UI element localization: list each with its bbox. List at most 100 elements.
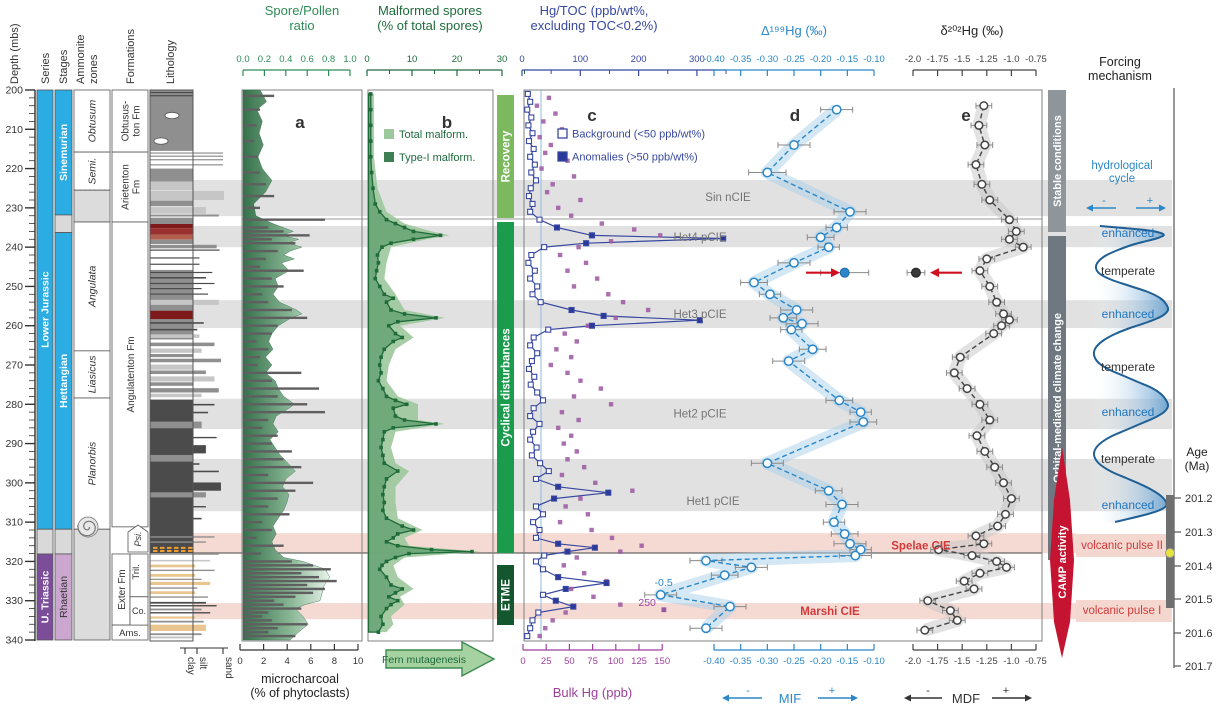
type1-marker <box>429 547 434 552</box>
volcanic-pulse-label: volcanic pulse I <box>1083 605 1162 617</box>
lithology-stripe <box>150 502 193 554</box>
lithology-stripe <box>150 436 217 439</box>
isotope-marker <box>985 195 995 205</box>
microcharcoal-bar <box>243 108 261 111</box>
bulk-hg-marker <box>561 441 566 446</box>
sign-label: + <box>1147 195 1153 207</box>
highlighted-sample <box>910 267 921 278</box>
bulk-hg-marker <box>574 449 579 454</box>
hg-background-marker <box>531 267 538 274</box>
axis-tick-label: -1.25 <box>976 54 998 65</box>
isotope-marker <box>974 120 984 130</box>
age-tick-label: 201.3 <box>1185 527 1213 539</box>
depth-tick-label: 300 <box>5 477 23 489</box>
lithology-stripe <box>150 376 215 382</box>
isotope-marker <box>990 462 1000 472</box>
microcharcoal-bar <box>243 363 258 367</box>
bulk-hg-marker <box>565 268 570 273</box>
microcharcoal-bar <box>243 269 304 272</box>
isotope-marker <box>858 417 869 427</box>
column-header: Stages <box>58 49 70 84</box>
hg-background-marker <box>539 397 547 404</box>
type1-marker <box>411 528 416 532</box>
axis-tick-label: 0.6 <box>301 54 314 65</box>
forcing-label: enhanced <box>1102 405 1155 419</box>
isotope-marker <box>855 544 866 555</box>
microcharcoal-bar <box>243 520 263 524</box>
fossil-bed-icon <box>174 550 179 553</box>
type1-marker <box>395 319 400 324</box>
bulk-hg-marker <box>544 189 550 195</box>
lithology-stripe <box>150 328 198 331</box>
isotope-marker <box>762 167 773 178</box>
bulk-hg-marker <box>645 307 651 313</box>
type1-marker <box>384 539 389 544</box>
age-tick-label: 201.7 <box>1185 661 1213 673</box>
axis-tick-label: 0.2 <box>258 54 271 65</box>
formation-label: Fm <box>132 180 143 194</box>
panel-letter: e <box>961 106 970 125</box>
bulk-hg-marker <box>585 323 591 328</box>
hg-anomaly-marker <box>564 548 571 555</box>
hg-background-marker <box>529 200 536 207</box>
strat-block <box>73 528 111 641</box>
hg-background-marker <box>527 413 534 420</box>
type1-marker <box>393 331 398 336</box>
microcharcoal-bar <box>243 489 296 492</box>
type1-marker <box>395 532 400 536</box>
bulk-hg-marker <box>556 425 561 431</box>
isotope-marker <box>945 605 955 616</box>
type1-marker <box>386 594 391 599</box>
axis-tick-label: 50 <box>564 656 575 667</box>
fossil-bed-icon <box>181 546 186 549</box>
hg-background-marker <box>527 342 534 349</box>
microcharcoal-bar <box>243 552 262 555</box>
rect-shape <box>149 89 194 642</box>
lithology-stripe <box>150 200 193 207</box>
bulk-hg-marker <box>585 512 591 517</box>
microcharcoal-bar <box>243 528 272 532</box>
polygon-shape <box>851 694 858 702</box>
isotope-marker <box>979 539 989 549</box>
axis-tick-label: -2.0 <box>905 54 921 65</box>
formation-label: Tril. <box>131 564 142 579</box>
hg-background-marker <box>530 519 537 526</box>
depth-tick-label: 240 <box>5 242 23 254</box>
hg-background-marker <box>528 358 535 365</box>
lithology-stripe <box>150 620 204 623</box>
grain-size-label: sand <box>223 657 234 679</box>
hg-background-marker <box>532 558 540 565</box>
microcharcoal-bar <box>243 293 263 296</box>
depth-tick-label: 280 <box>5 399 23 411</box>
axis-tick-label: 75 <box>587 656 598 667</box>
isotope-marker <box>839 528 850 539</box>
isotope-marker <box>920 625 930 635</box>
lithology-stripe <box>150 282 215 285</box>
axis-tick-label: 100 <box>572 54 588 65</box>
microcharcoal-bar <box>243 568 331 571</box>
hg-anomaly-marker <box>568 306 575 314</box>
bulk-hg-marker <box>569 354 574 360</box>
type1-marker <box>434 422 438 426</box>
type1-marker <box>411 237 416 242</box>
depth-tick-label: 340 <box>5 635 23 647</box>
isotope-marker <box>971 531 981 541</box>
isotope-marker <box>962 384 972 394</box>
microcharcoal-bar <box>243 206 261 210</box>
phase-bar <box>497 565 514 625</box>
psi-zone-label: Psi. <box>133 531 143 546</box>
microcharcoal-bar <box>243 379 272 382</box>
isotope-marker <box>992 297 1002 307</box>
microcharcoal-bar <box>243 238 272 241</box>
hg-background-marker <box>537 460 544 467</box>
type1-marker <box>393 398 398 403</box>
bulk-hg-marker <box>561 563 566 568</box>
bulk-hg-marker <box>613 315 618 321</box>
bulk-hg-marker <box>599 221 604 226</box>
lithology-stripe <box>150 569 215 572</box>
axis-tick-label: 200 <box>631 54 647 65</box>
column-header: Lithology <box>165 39 177 84</box>
axis-tick-label: 0.8 <box>322 54 335 65</box>
lithology-stripe <box>150 239 193 244</box>
strat-block <box>54 528 73 555</box>
